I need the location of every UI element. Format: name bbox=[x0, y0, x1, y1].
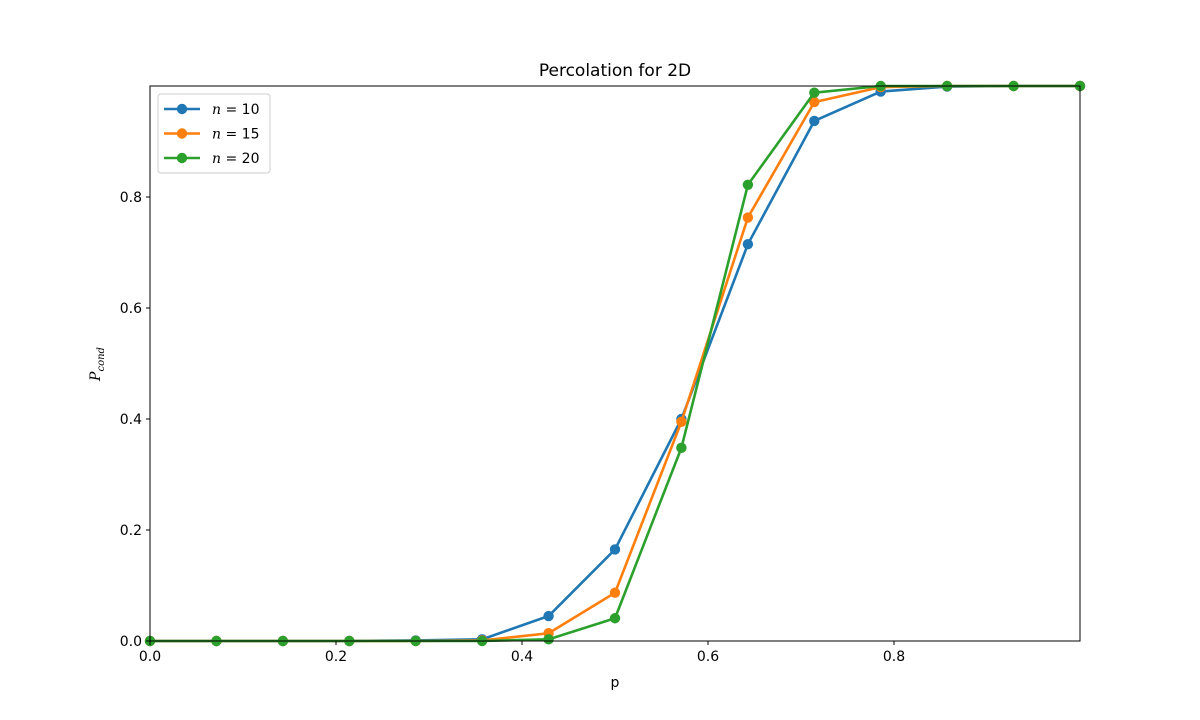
data-point bbox=[609, 613, 621, 624]
data-point bbox=[809, 115, 820, 127]
legend-item: n = 15 bbox=[164, 127, 260, 143]
legend: n = 10n = 15n = 20 bbox=[157, 93, 271, 174]
legend-value: 15 bbox=[242, 127, 260, 143]
y-tick-label: 0.6 bbox=[120, 301, 142, 317]
x-tick-label: 0.0 bbox=[139, 649, 161, 665]
data-point bbox=[809, 87, 820, 98]
legend-marker bbox=[176, 152, 188, 164]
data-point bbox=[742, 179, 754, 190]
y-tick-label: 0.8 bbox=[120, 190, 142, 206]
legend-label: n = 20 bbox=[212, 151, 260, 167]
chart-title: Percolation for 2D bbox=[539, 61, 691, 81]
data-point bbox=[609, 544, 621, 555]
series-line bbox=[150, 84, 1080, 643]
data-point bbox=[742, 212, 754, 223]
data-point bbox=[742, 238, 754, 250]
legend-label: n = 10 bbox=[212, 102, 260, 118]
legend-equals: = bbox=[221, 102, 242, 118]
data-point bbox=[809, 96, 820, 108]
x-axis-label: p bbox=[611, 675, 620, 691]
y-tick-label: 0.4 bbox=[120, 412, 142, 428]
plot-frame bbox=[149, 85, 1081, 642]
legend-item: n = 10 bbox=[164, 102, 260, 118]
y-axis-label-sub: cond bbox=[96, 347, 107, 371]
y-axis-ticks: 0.0 0.2 0.4 0.6 0.8 bbox=[120, 190, 150, 650]
legend-marker bbox=[176, 128, 188, 139]
series-line bbox=[150, 84, 1080, 643]
series-line bbox=[150, 84, 1080, 643]
legend-box bbox=[157, 93, 271, 174]
legend-item: n = 20 bbox=[164, 151, 260, 167]
legend-variable: n bbox=[212, 127, 221, 143]
series-n-10 bbox=[144, 80, 1086, 647]
series-n-20 bbox=[144, 80, 1086, 647]
data-point bbox=[676, 442, 687, 454]
legend-label: n = 15 bbox=[212, 127, 260, 143]
data-point bbox=[543, 610, 554, 622]
y-axis-label-main: P bbox=[88, 371, 104, 382]
legend-equals: = bbox=[221, 151, 242, 167]
series-n-15 bbox=[144, 80, 1086, 647]
x-tick-label: 0.6 bbox=[697, 649, 719, 665]
legend-variable: n bbox=[212, 151, 221, 167]
y-axis-label: Pcond bbox=[88, 347, 107, 382]
data-point bbox=[676, 416, 687, 427]
x-tick-label: 0.2 bbox=[325, 649, 347, 665]
x-axis-ticks: 0.0 0.2 0.4 0.6 0.8 bbox=[139, 641, 905, 665]
legend-marker bbox=[176, 103, 188, 115]
legend-value: 10 bbox=[242, 102, 260, 118]
x-tick-label: 0.8 bbox=[883, 649, 905, 665]
x-tick-label: 0.4 bbox=[511, 649, 533, 665]
y-tick-label: 0.0 bbox=[120, 634, 142, 650]
data-point bbox=[543, 634, 554, 645]
legend-equals: = bbox=[221, 127, 242, 143]
legend-variable: n bbox=[212, 102, 221, 118]
legend-value: 20 bbox=[242, 151, 260, 167]
data-point bbox=[609, 587, 621, 598]
series-layer bbox=[144, 80, 1086, 647]
y-tick-label: 0.2 bbox=[120, 523, 142, 539]
